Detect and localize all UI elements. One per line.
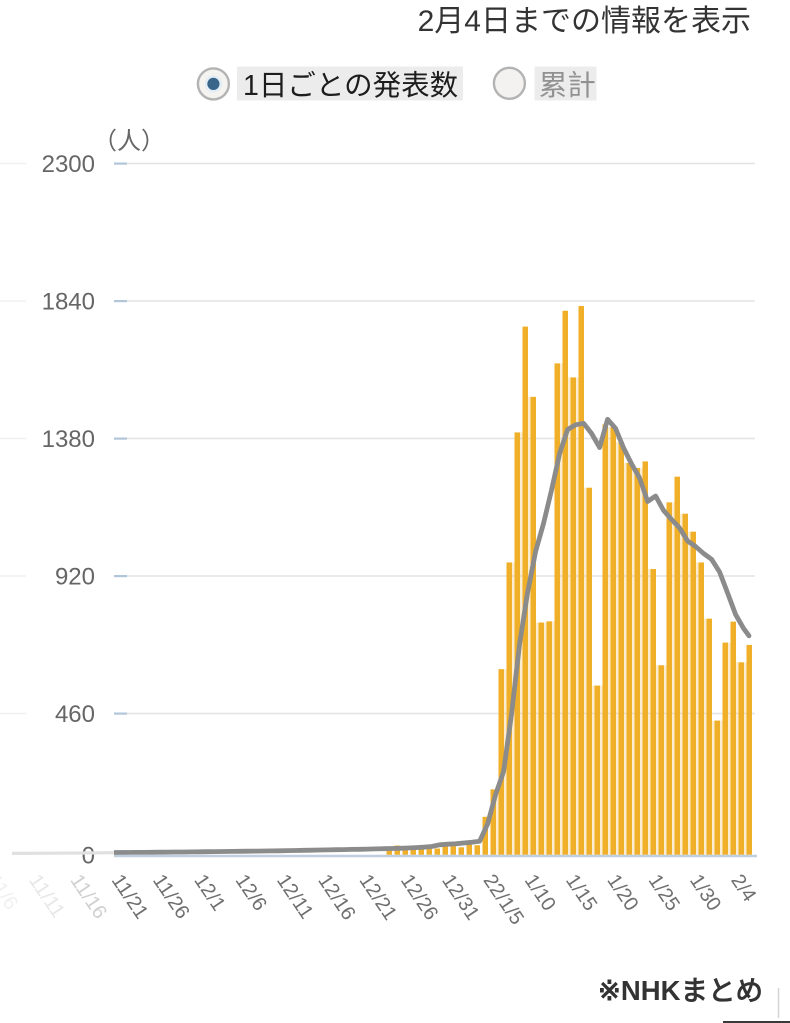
svg-text:（人）: （人） [93, 128, 165, 155]
svg-text:0: 0 [82, 843, 95, 870]
svg-text:920: 920 [55, 564, 95, 591]
svg-text:1840: 1840 [42, 289, 95, 316]
svg-text:2300: 2300 [42, 151, 95, 178]
svg-text:累計: 累計 [539, 70, 596, 102]
svg-text:1日ごとの発表数: 1日ごとの発表数 [243, 70, 458, 102]
svg-text:2月4日までの情報を表示: 2月4日までの情報を表示 [418, 5, 751, 38]
svg-text:※NHKまとめ: ※NHKまとめ [598, 975, 763, 1006]
svg-text:460: 460 [55, 701, 95, 728]
svg-text:1380: 1380 [42, 426, 95, 453]
